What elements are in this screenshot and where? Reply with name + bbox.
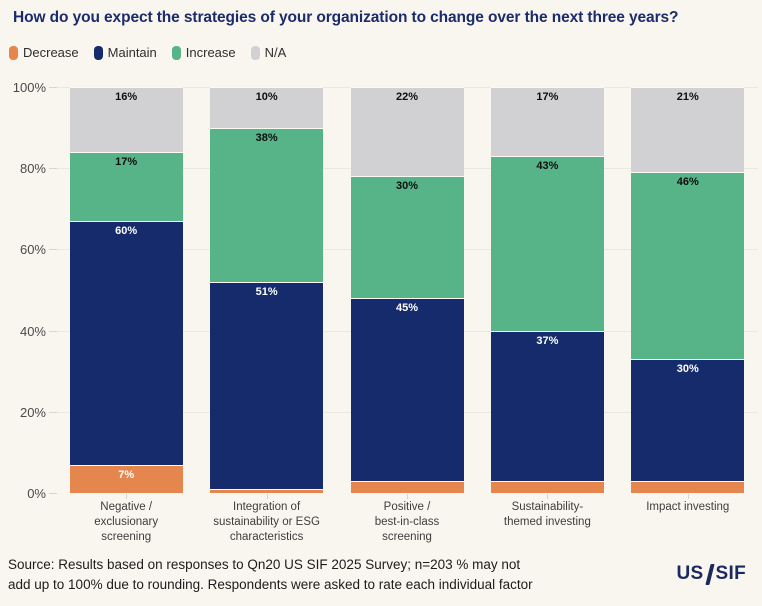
- segment-decrease: [490, 480, 604, 493]
- legend-swatch-icon: [250, 45, 260, 60]
- segment-increase: 43%: [490, 156, 604, 331]
- bar-column: 37% 43% 17%: [490, 87, 604, 493]
- y-axis-label: 40%: [19, 323, 46, 339]
- y-axis-label: 20%: [19, 404, 46, 420]
- legend-swatch-icon: [9, 45, 18, 60]
- chart-legend: Decrease Maintain Increase N/A: [9, 45, 286, 60]
- x-axis-category-label: Sustainability- themed investing: [503, 501, 591, 528]
- legend-item-increase: Increase: [171, 45, 236, 60]
- y-axis-tick: [49, 249, 57, 251]
- y-axis-label: 100%: [12, 80, 46, 95]
- segment-value-label: 38%: [255, 131, 278, 144]
- x-axis-tick: [266, 494, 268, 499]
- segment-na: 21%: [631, 87, 745, 173]
- legend-label: Increase: [185, 45, 236, 60]
- segment-decrease: 7%: [69, 464, 183, 493]
- source-note-line2: add up to 100% due to rounding. Responde…: [8, 577, 533, 593]
- x-axis-category-label: Impact investing: [646, 501, 730, 513]
- segment-maintain: 37%: [490, 330, 604, 481]
- x-axis-tick: [126, 494, 128, 499]
- legend-item-decrease: Decrease: [9, 45, 79, 60]
- legend-label: Decrease: [23, 45, 79, 60]
- segment-value-label: 17%: [115, 155, 138, 168]
- segment-value-label: 30%: [676, 363, 699, 376]
- segment-value-label: 51%: [255, 285, 278, 298]
- y-axis-label: 0%: [27, 486, 46, 501]
- ussif-logo: US SIF: [677, 563, 746, 585]
- y-axis-tick: [49, 411, 57, 413]
- segment-increase: 17%: [69, 151, 183, 221]
- segment-value-label: 46%: [676, 176, 699, 189]
- logo-slash-icon: [704, 563, 715, 585]
- segment-decrease: [350, 480, 464, 493]
- x-axis-category-label: Negative / exclusionary screening: [94, 501, 159, 543]
- segment-maintain: 60%: [69, 221, 183, 465]
- legend-label: N/A: [264, 45, 287, 60]
- segment-increase: 30%: [350, 176, 464, 299]
- legend-label: Maintain: [107, 45, 157, 60]
- segment-value-label: 43%: [536, 160, 559, 173]
- bar-column: 45% 30% 22%: [350, 87, 464, 493]
- bar-column: 30% 46% 21%: [631, 87, 745, 493]
- y-axis-label: 80%: [19, 161, 46, 177]
- segment-value-label: 7%: [118, 468, 135, 481]
- segment-na: 16%: [69, 87, 183, 152]
- x-axis-tick: [547, 494, 549, 499]
- segment-value-label: 37%: [536, 334, 559, 347]
- y-axis-label: 60%: [19, 242, 46, 258]
- segment-na: 17%: [490, 87, 604, 157]
- segment-maintain: 30%: [631, 359, 745, 481]
- y-axis-tick: [49, 493, 57, 494]
- legend-item-na: N/A: [250, 45, 287, 60]
- segment-increase: 46%: [631, 172, 745, 360]
- y-axis-tick: [49, 330, 57, 332]
- legend-item-maintain: Maintain: [93, 45, 157, 60]
- segment-value-label: 17%: [536, 91, 559, 104]
- segment-maintain: 51%: [210, 281, 324, 489]
- segment-value-label: 22%: [395, 91, 419, 104]
- logo-sif-text: SIF: [715, 563, 746, 584]
- y-axis-tick: [49, 168, 57, 170]
- legend-swatch-icon: [93, 45, 103, 60]
- segment-decrease: [631, 480, 745, 493]
- segment-value-label: 30%: [395, 180, 419, 193]
- x-axis-category-label: Positive / best-in-class screening: [374, 501, 440, 543]
- x-axis-tick: [687, 494, 689, 499]
- logo-us-text: US: [676, 563, 704, 584]
- legend-swatch-icon: [171, 45, 181, 60]
- segment-decrease: [210, 488, 324, 493]
- segment-value-label: 10%: [255, 91, 278, 104]
- segment-value-label: 45%: [395, 302, 419, 315]
- segment-na: 22%: [350, 87, 464, 177]
- segment-maintain: 45%: [350, 298, 464, 481]
- segment-value-label: 21%: [676, 91, 699, 104]
- y-axis-tick: [49, 87, 57, 88]
- source-note: Source: Results based on responses to Qn…: [8, 555, 658, 596]
- segment-value-label: 60%: [115, 225, 138, 237]
- segment-value-label: 16%: [115, 91, 138, 104]
- segment-na: 10%: [210, 87, 324, 128]
- x-axis-tick: [407, 494, 408, 499]
- segment-increase: 38%: [210, 127, 324, 282]
- x-axis-category-label: Integration of sustainability or ESG cha…: [213, 501, 320, 543]
- bar-column: 51% 38% 10%: [210, 87, 324, 493]
- bar-column: 7% 60% 17% 16%: [69, 87, 183, 493]
- chart-title: How do you expect the strategies of your…: [13, 9, 679, 26]
- source-note-line1: Source: Results based on responses to Qn…: [8, 557, 521, 572]
